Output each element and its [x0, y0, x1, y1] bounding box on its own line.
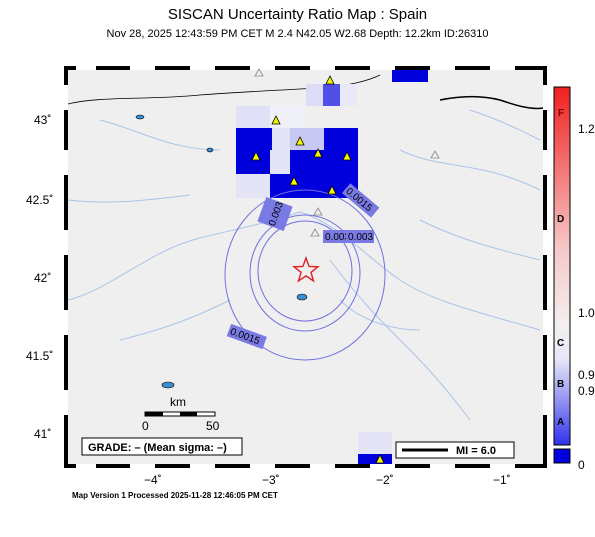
rivers: [67, 109, 541, 421]
map-footer: Map Version 1 Processed 2025-11-28 12:46…: [72, 491, 278, 500]
grade-label: C: [557, 338, 564, 349]
lon-tick: −3˚: [262, 473, 280, 487]
scale-max: 50: [206, 419, 220, 433]
lat-tick-labels: 43˚ 42.5˚ 42˚ 41.5˚ 41˚: [26, 113, 53, 441]
mi-legend-label: MI = 6.0: [456, 445, 496, 457]
colorbar: F D C B A 1.2 1.0 0.9 0.9 0: [553, 86, 595, 472]
stations: [251, 68, 440, 464]
lon-tick: −4˚: [144, 473, 162, 487]
map-title: SISCAN Uncertainty Ratio Map : Spain: [167, 6, 428, 23]
uncertainty-cells: [236, 70, 428, 464]
colorbar-value: 0.9: [578, 384, 595, 398]
lat-tick: 43˚: [34, 113, 51, 127]
lon-tick-labels: −4˚ −3˚ −2˚ −1˚: [144, 473, 511, 487]
contour-label: 0.003: [348, 232, 373, 243]
border-line: [439, 95, 544, 110]
scale-unit: km: [170, 395, 186, 409]
grade-text: GRADE: – (Mean sigma: –): [88, 442, 227, 454]
mi-legend-box: [395, 441, 515, 459]
lat-tick: 42.5˚: [26, 193, 53, 207]
scale-bar: km 0 50: [142, 395, 220, 433]
grade-label: D: [557, 214, 564, 225]
grade-label: F: [558, 108, 564, 119]
colorbar-value: 0: [578, 458, 585, 472]
lon-tick: −1˚: [493, 473, 511, 487]
lat-tick: 41.5˚: [26, 349, 53, 363]
lat-tick: 41˚: [34, 427, 51, 441]
scale-zero: 0: [142, 419, 149, 433]
epicenter-star-icon: [292, 255, 320, 283]
frame-ticks: [64, 66, 547, 468]
lakes: [135, 114, 308, 389]
contour-label: 0.003: [325, 232, 350, 243]
lat-tick: 42˚: [34, 271, 51, 285]
contour-lines: [224, 189, 386, 361]
grade-box: [81, 437, 243, 456]
colorbar-value: 1.2: [578, 122, 595, 136]
colorbar-value: 1.0: [578, 306, 595, 320]
grade-label: B: [557, 379, 564, 390]
lon-tick: −2˚: [376, 473, 394, 487]
colorbar-value: 0.9: [578, 368, 595, 382]
grade-label: A: [557, 417, 564, 428]
map-subtitle: Nov 28, 2025 12:43:59 PM CET M 2.4 N42.0…: [106, 28, 489, 40]
